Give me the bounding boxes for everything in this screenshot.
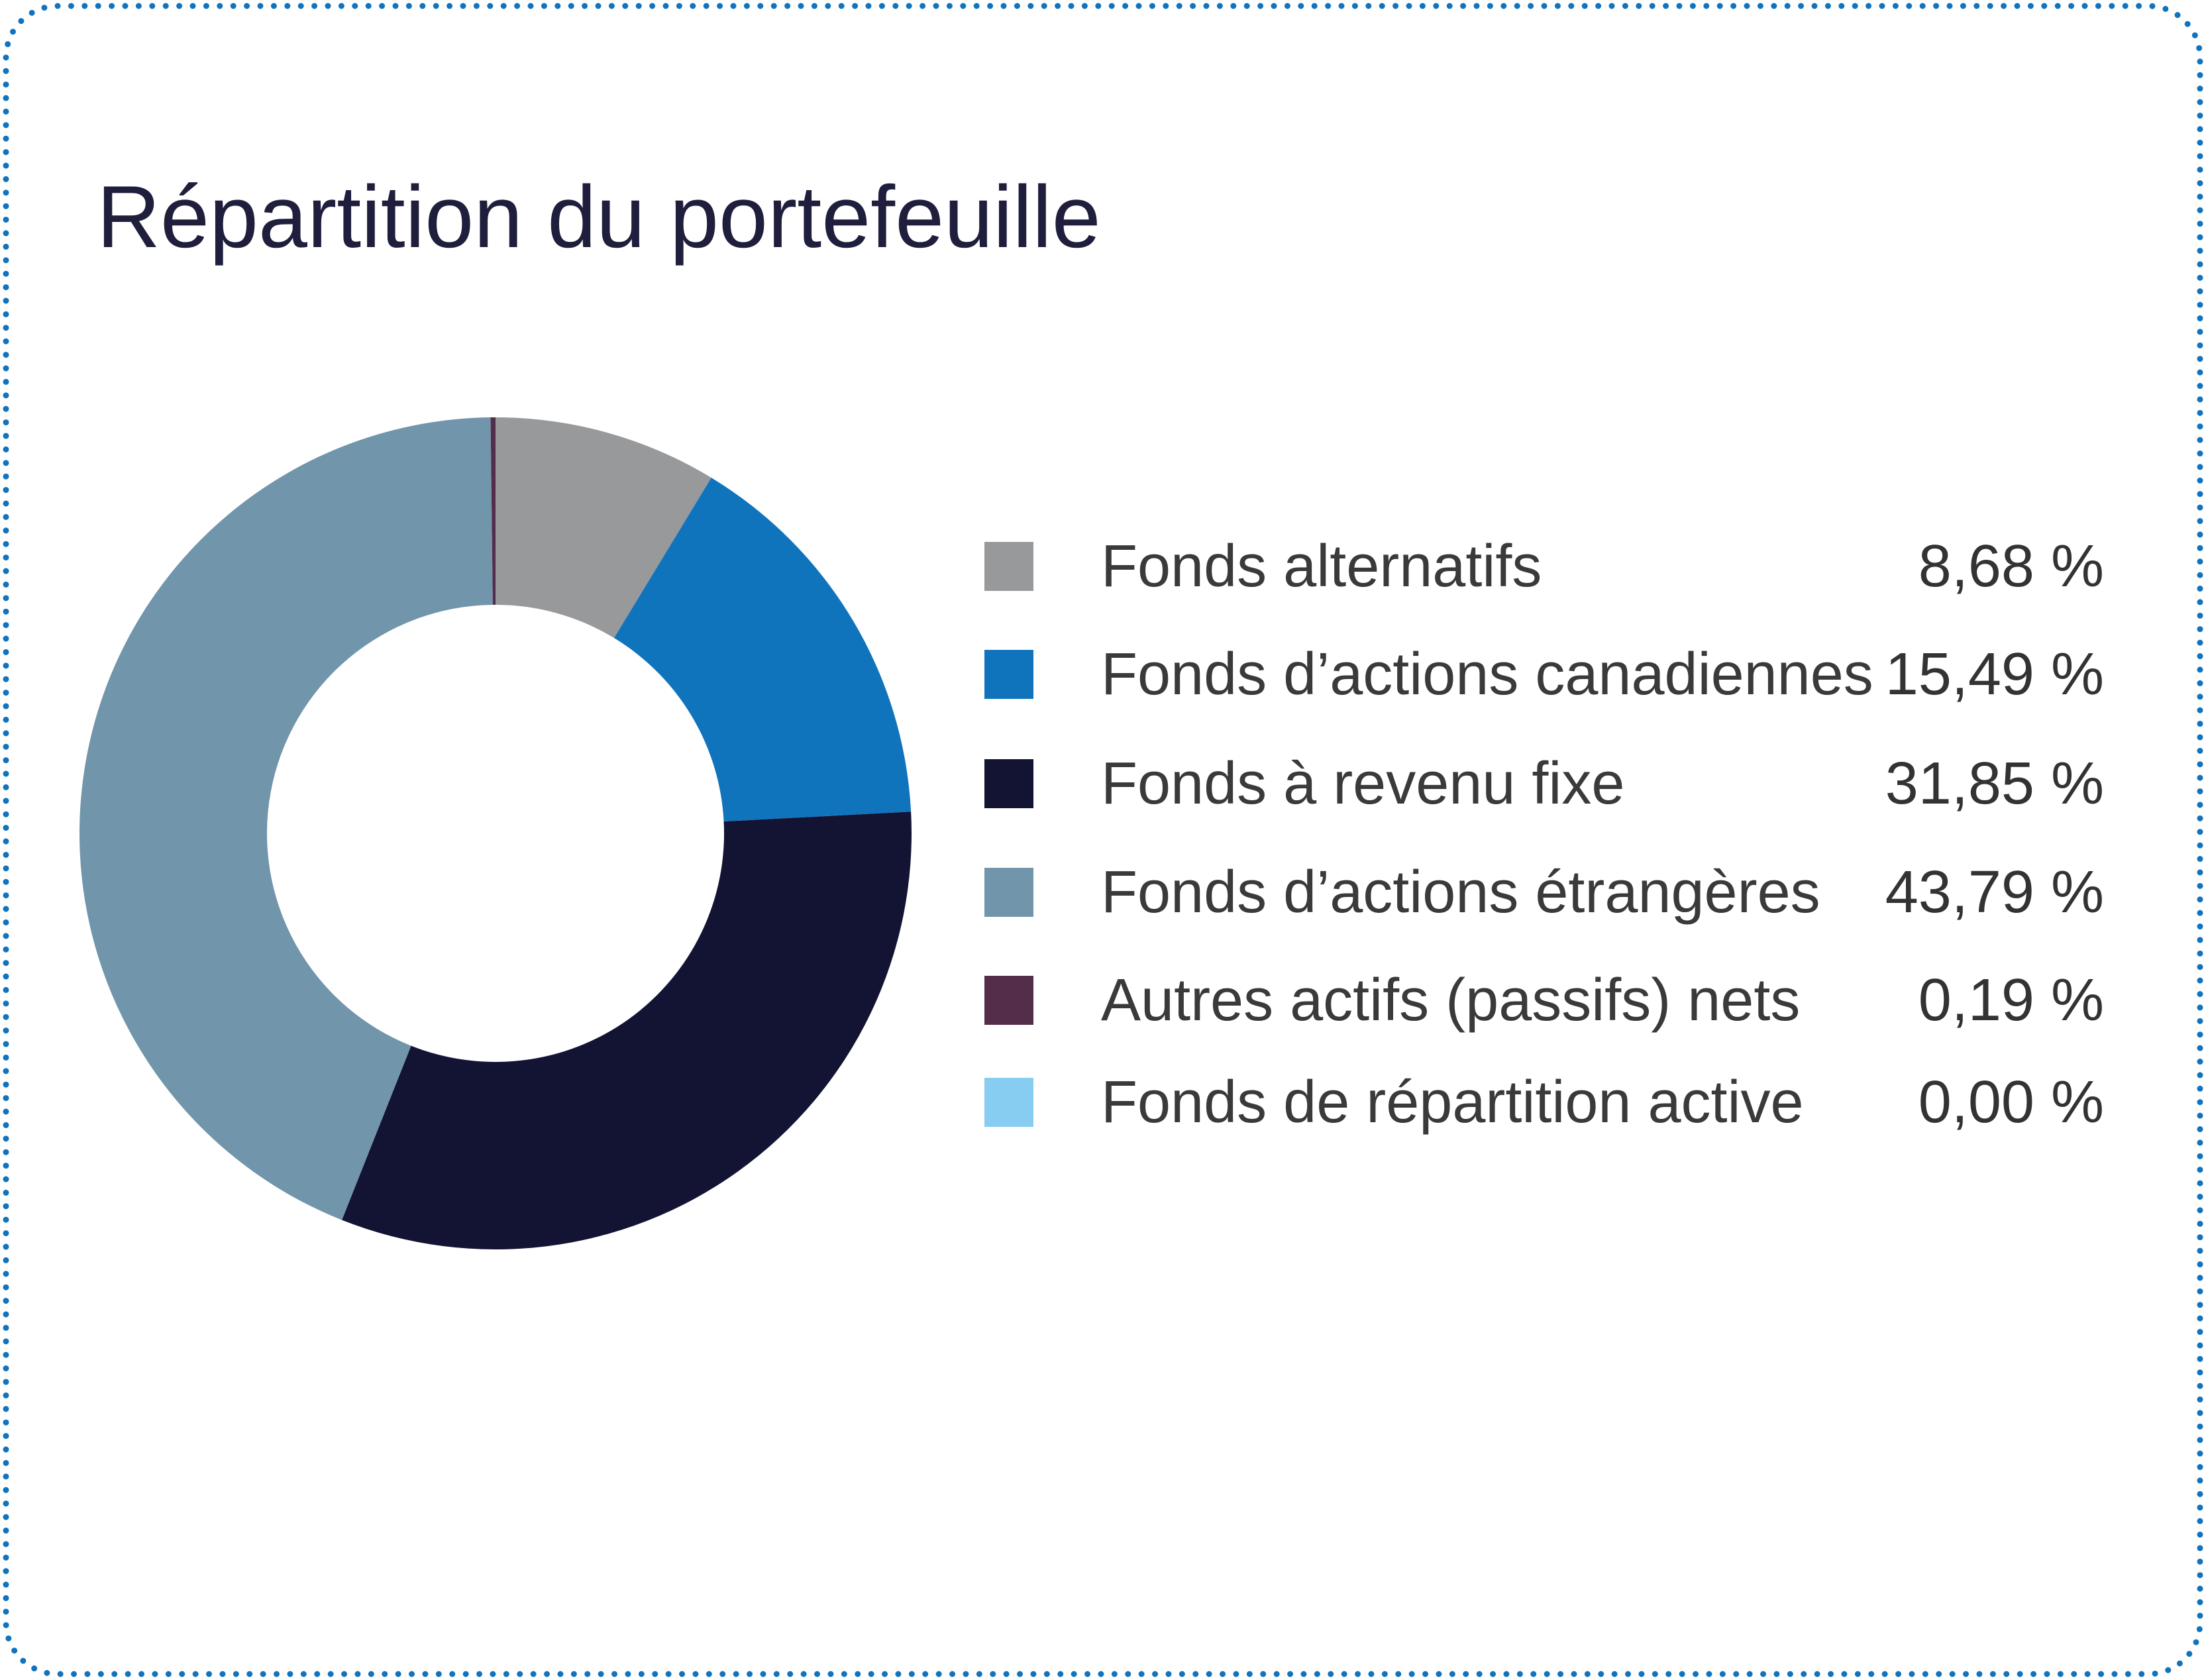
dotted-border-rect [3, 3, 2203, 1677]
legend-value: 0,00 % [1918, 1069, 2104, 1135]
legend-swatch [984, 759, 1033, 808]
legend: Fonds alternatifs 8,68 % Fonds d’actions… [984, 0, 2104, 1680]
donut-slice [613, 478, 912, 822]
legend-label: Fonds d’actions étrangères [1101, 859, 1820, 925]
legend-item: Fonds d’actions canadiennes 15,49 % [984, 645, 2104, 704]
legend-value: 8,68 % [1918, 533, 2104, 600]
legend-item: Fonds alternatifs 8,68 % [984, 537, 2104, 596]
donut-slice [342, 812, 912, 1250]
legend-swatch [984, 650, 1033, 699]
legend-item: Autres actifs (passifs) nets 0,19 % [984, 971, 2104, 1030]
legend-value: 31,85 % [1885, 751, 2104, 817]
donut-slices [79, 417, 912, 1250]
legend-label: Autres actifs (passifs) nets [1101, 967, 1801, 1033]
donut-slice [79, 417, 493, 1220]
legend-value: 43,79 % [1885, 859, 2104, 925]
legend-swatch [984, 542, 1033, 591]
legend-swatch [984, 976, 1033, 1025]
legend-item: Fonds d’actions étrangères 43,79 % [984, 863, 2104, 922]
legend-label: Fonds d’actions canadiennes [1101, 641, 1873, 708]
legend-swatch [984, 1078, 1033, 1127]
legend-value: 0,19 % [1918, 967, 2104, 1033]
legend-item: Fonds à revenu fixe 31,85 % [984, 754, 2104, 814]
donut-slice [490, 417, 496, 605]
page-title: Répartition du portefeuille [97, 168, 1101, 266]
legend-swatch [984, 868, 1033, 917]
legend-label: Fonds alternatifs [1101, 533, 1542, 600]
legend-item: Fonds de répartition active 0,00 % [984, 1073, 2104, 1132]
legend-label: Fonds à revenu fixe [1101, 751, 1625, 817]
legend-label: Fonds de répartition active [1101, 1069, 1804, 1135]
legend-value: 15,49 % [1885, 641, 2104, 708]
donut-slice [496, 417, 711, 639]
